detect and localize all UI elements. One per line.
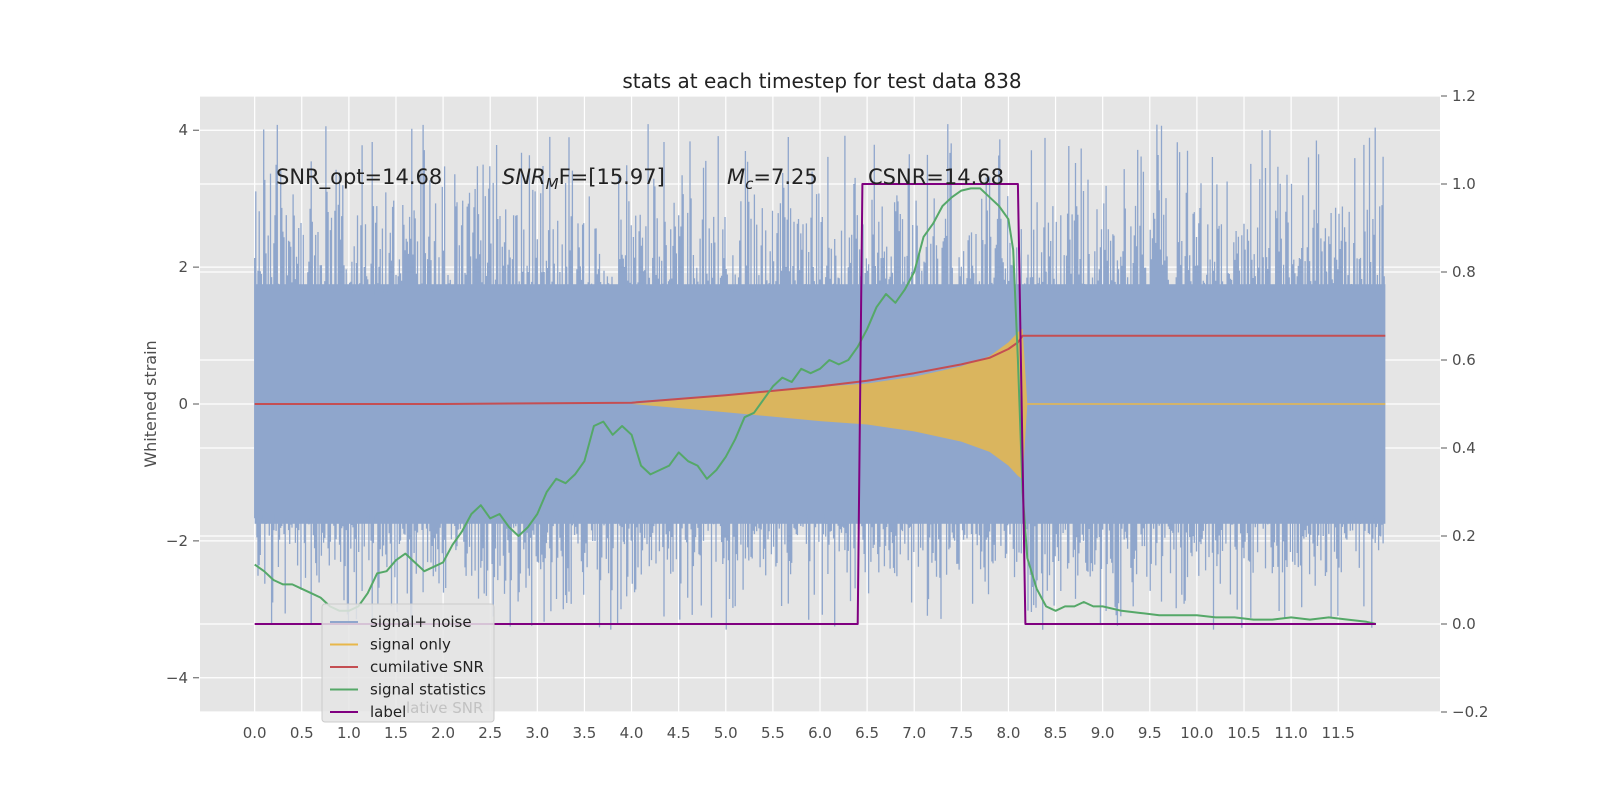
y2-tick-label: 0.0 xyxy=(1452,615,1476,633)
annotation-mc-rest: =7.25 xyxy=(753,165,817,189)
x-tick-label: 5.0 xyxy=(714,724,738,742)
legend-hidden-text: lative SNR xyxy=(406,699,483,717)
annotation-mc: Mc=7.25 xyxy=(727,165,818,193)
y2-tick-label: 1.2 xyxy=(1452,87,1476,105)
annotations: SNR_opt=14.68 SNRMF=[15.97] Mc=7.25 CSNR… xyxy=(276,165,1004,193)
x-tick-label: 7.0 xyxy=(902,724,926,742)
y-tick-label: 2 xyxy=(178,258,188,276)
y-tick-label: 0 xyxy=(178,395,188,413)
annotation-mc-main: M xyxy=(727,165,745,189)
annotation-snr-mf-sub: M xyxy=(546,175,559,193)
y2-tick-label: 0.2 xyxy=(1452,527,1476,545)
x-tick-label: 9.5 xyxy=(1138,724,1162,742)
y-tick-label: 4 xyxy=(178,121,188,139)
annotation-snr-opt: SNR_opt=14.68 xyxy=(276,165,442,190)
y2-axis-ticks: 1.2 1.0 0.8 0.6 0.4 0.2 0.0 −0.2 xyxy=(1441,87,1488,721)
x-tick-label: 5.5 xyxy=(761,724,785,742)
x-tick-label: 0.0 xyxy=(243,724,267,742)
x-tick-label: 2.0 xyxy=(431,724,455,742)
legend-label: signal statistics xyxy=(370,681,486,699)
y2-tick-label: 0.4 xyxy=(1452,439,1476,457)
y2-tick-label: 0.6 xyxy=(1452,351,1476,369)
chart-title: stats at each timestep for test data 838 xyxy=(622,69,1021,93)
y2-tick-label: 1.0 xyxy=(1452,175,1476,193)
signal-statistics-line xyxy=(254,187,1377,625)
line-series xyxy=(254,183,1386,625)
y2-tick-label: 0.8 xyxy=(1452,263,1476,281)
x-tick-label: 4.0 xyxy=(620,724,644,742)
y-axis-ticks: 4 2 0 −2 −4 xyxy=(166,121,199,687)
x-tick-label: 3.5 xyxy=(573,724,597,742)
annotation-csnr: CSNR=14.68 xyxy=(868,165,1004,189)
y2-tick-label: −0.2 xyxy=(1452,703,1488,721)
x-tick-label: 10.5 xyxy=(1227,724,1260,742)
legend-label: signal only xyxy=(370,636,451,654)
y-axis-label: Whitened strain xyxy=(141,340,160,467)
x-tick-label: 8.0 xyxy=(997,724,1021,742)
x-tick-label: 1.5 xyxy=(384,724,408,742)
label-line xyxy=(254,183,1376,625)
x-tick-label: 9.0 xyxy=(1091,724,1115,742)
legend-label: label xyxy=(370,703,406,721)
annotation-snr-mf: SNRMF=[15.97] xyxy=(502,165,665,193)
x-tick-label: 3.0 xyxy=(525,724,549,742)
x-tick-label: 4.5 xyxy=(667,724,691,742)
annotation-mc-sub: c xyxy=(745,175,754,193)
x-axis-ticks: 0.0 0.5 1.0 1.5 2.0 2.5 3.0 3.5 4.0 4.5 5.0 5.5 6.0 6… xyxy=(243,724,1355,742)
legend-label: cumilative SNR xyxy=(370,658,484,676)
x-tick-label: 2.5 xyxy=(478,724,502,742)
x-tick-label: 10.0 xyxy=(1180,724,1213,742)
y-tick-label: −4 xyxy=(166,669,188,687)
legend-label: signal+ noise xyxy=(370,613,472,631)
legend-box xyxy=(321,603,495,723)
x-tick-label: 11.0 xyxy=(1274,724,1307,742)
legend: lative SNR signal+ noise signal only cumil… xyxy=(321,603,495,723)
x-tick-label: 8.5 xyxy=(1044,724,1068,742)
signal-only-envelope xyxy=(631,328,1028,480)
x-tick-label: 7.5 xyxy=(949,724,973,742)
annotation-snr-mf-main: SNR xyxy=(502,165,546,189)
y-tick-label: −2 xyxy=(166,532,188,550)
x-tick-label: 11.5 xyxy=(1322,724,1355,742)
signal-only-series xyxy=(631,328,1386,480)
x-tick-label: 6.0 xyxy=(808,724,832,742)
x-tick-label: 1.0 xyxy=(337,724,361,742)
annotation-snr-mf-rest: F=[15.97] xyxy=(559,165,665,189)
x-tick-label: 0.5 xyxy=(290,724,314,742)
x-tick-label: 6.5 xyxy=(855,724,879,742)
cumilative-snr-line xyxy=(254,334,1386,405)
